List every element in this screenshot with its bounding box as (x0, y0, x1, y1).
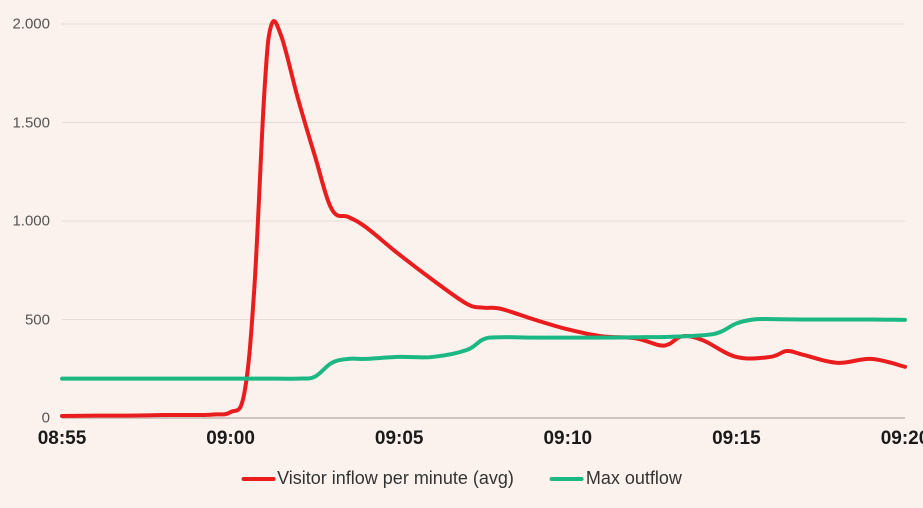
y-tick-label: 500 (0, 311, 50, 328)
series-max-outflow (62, 319, 905, 379)
legend-swatch (241, 477, 275, 481)
legend-label: Max outflow (586, 468, 682, 489)
series-visitor-inflow (62, 21, 905, 416)
legend-swatch (550, 477, 584, 481)
y-tick-label: 1.000 (0, 213, 50, 230)
x-tick-label: 09:05 (375, 428, 424, 450)
x-tick-label: 09:15 (712, 428, 761, 450)
y-tick-label: 1.500 (0, 114, 50, 131)
legend-label: Visitor inflow per minute (avg) (277, 468, 514, 489)
x-tick-label: 09:10 (543, 428, 592, 450)
chart-canvas (0, 0, 923, 508)
x-tick-label: 09:20 (881, 428, 923, 450)
y-tick-label: 0 (0, 410, 50, 427)
y-tick-label: 2.000 (0, 16, 50, 33)
x-tick-label: 08:55 (38, 428, 87, 450)
line-chart: 0 500 1.000 1.500 2.000 08:55 09:00 09:05 09:10… (0, 0, 923, 508)
chart-legend: Visitor inflow per minute (avg) Max outfl… (241, 468, 682, 489)
legend-item: Visitor inflow per minute (avg) (241, 468, 514, 489)
legend-item: Max outflow (550, 468, 682, 489)
x-tick-label: 09:00 (206, 428, 255, 450)
